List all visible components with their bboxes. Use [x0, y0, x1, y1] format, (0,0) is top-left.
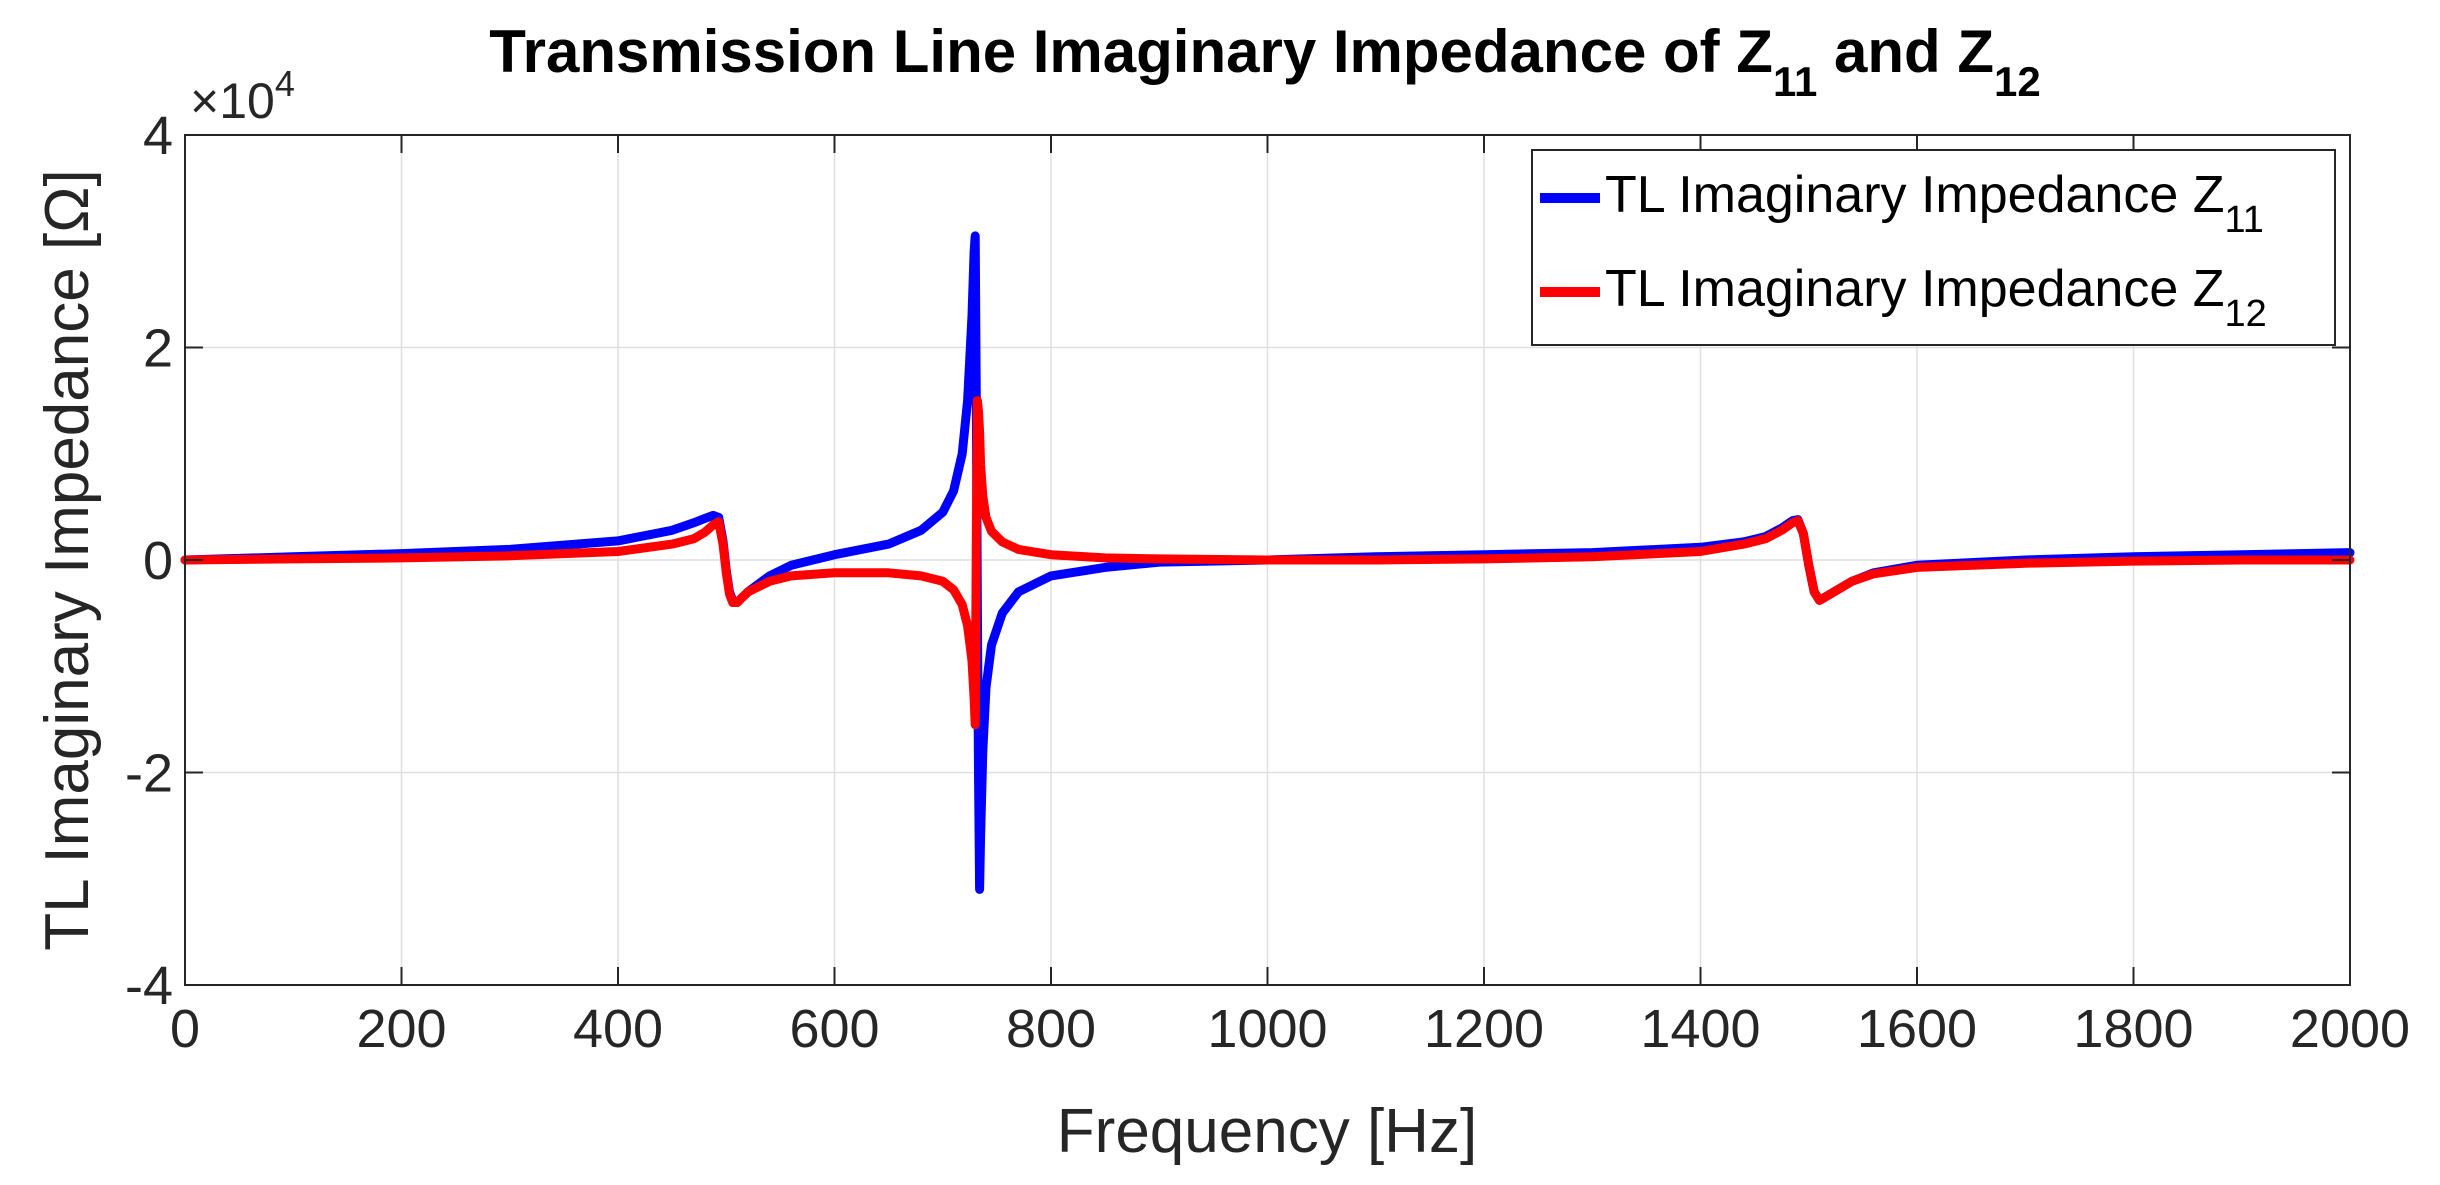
- chart-title-middle: and Z: [1817, 18, 1994, 85]
- x-tick-label: 1800: [2073, 999, 2193, 1059]
- legend-label-z11-sub: 11: [2224, 199, 2263, 241]
- tick-layer: 0 200 400 600 800 1000 1200 1400 1600 1800 2000 -4 -…: [125, 106, 2410, 1059]
- x-tick-label: 1600: [1857, 999, 1977, 1059]
- x-tick-label: 400: [573, 999, 663, 1059]
- x-tick-label: 2000: [2290, 999, 2410, 1059]
- y-tick-label: -4: [125, 956, 173, 1016]
- x-axis-label: Frequency [Hz]: [1057, 1097, 1477, 1166]
- legend-label-z11-name: TL Imaginary Impedance Z: [1605, 166, 2224, 224]
- series-line-z12: [180, 396, 2355, 730]
- y-multiplier-exponent: 4: [275, 63, 295, 104]
- x-tick-label: 800: [1006, 999, 1096, 1059]
- legend-label-z12: TL Imaginary Impedance Z12: [1605, 260, 2267, 335]
- y-tick-label: 2: [143, 319, 173, 379]
- y-tick-label: 0: [143, 531, 173, 591]
- chart-title: Transmission Line Imaginary Impedance of…: [489, 18, 2040, 105]
- chart-title-sub1: 11: [1773, 58, 1817, 105]
- legend-label-z12-sub: 12: [2224, 293, 2266, 335]
- x-tick-label: 1000: [1207, 999, 1327, 1059]
- y-axis-label: TL Imaginary Impedance [Ω]: [33, 169, 102, 951]
- x-tick-label: 600: [789, 999, 879, 1059]
- y-tick-label: 4: [143, 106, 173, 166]
- legend-box: [1531, 149, 2336, 346]
- y-tick-label: -2: [125, 744, 173, 804]
- x-tick-label: 1400: [1640, 999, 1760, 1059]
- x-tick-label: 0: [170, 999, 200, 1059]
- chart-title-prefix: Transmission Line Imaginary Impedance of…: [489, 18, 1773, 85]
- x-tick-label: 200: [356, 999, 446, 1059]
- legend: TL Imaginary Impedance Z11 TL Imaginary …: [1531, 149, 2336, 346]
- y-multiplier: ×104: [190, 63, 295, 129]
- series-layer: [180, 231, 2355, 894]
- legend-label-z12-name: TL Imaginary Impedance Z: [1605, 260, 2224, 318]
- chart-title-sub2: 12: [1994, 58, 2041, 105]
- x-tick-label: 1200: [1424, 999, 1544, 1059]
- y-multiplier-base: ×10: [190, 73, 275, 129]
- legend-label-z11: TL Imaginary Impedance Z11: [1605, 166, 2264, 241]
